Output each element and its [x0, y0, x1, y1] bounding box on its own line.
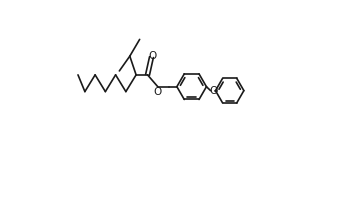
Text: O: O — [148, 51, 157, 61]
Text: O: O — [154, 87, 162, 97]
Text: O: O — [210, 86, 218, 96]
